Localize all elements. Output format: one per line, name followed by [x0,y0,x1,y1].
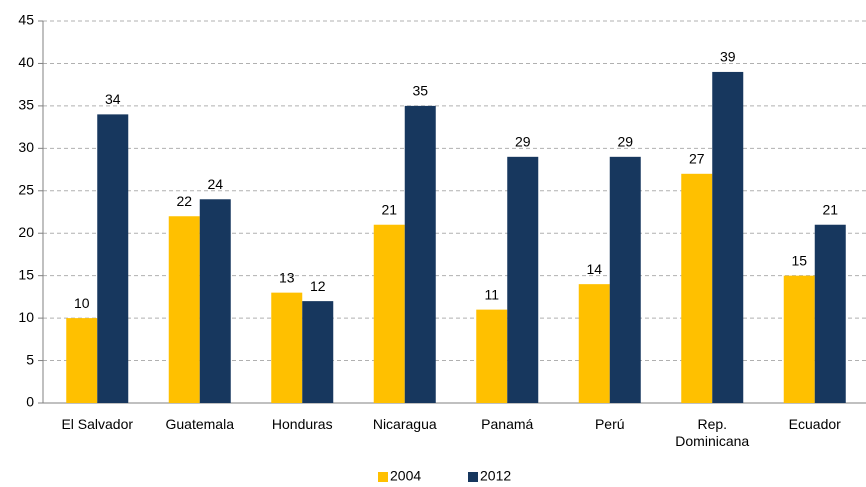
y-tick-label: 20 [18,224,34,240]
y-tick-label: 30 [18,139,34,155]
x-tick-label: Ecuador [788,416,841,432]
data-label: 22 [176,193,192,209]
data-label: 15 [791,252,807,268]
legend-swatch [468,472,478,482]
data-label: 39 [720,49,736,65]
x-tick-label: Panamá [481,416,534,432]
legend-swatch [378,472,388,482]
data-label: 13 [279,269,295,285]
bar [302,301,334,403]
bar [609,156,641,403]
bar [168,216,200,403]
y-tick-label: 45 [18,12,34,28]
legend-label: 2004 [390,468,421,484]
data-label: 21 [381,201,397,217]
data-label: 21 [822,201,838,217]
y-tick-label: 25 [18,181,34,197]
y-tick-label: 0 [26,394,34,410]
data-label: 35 [412,83,428,99]
data-label: 34 [105,91,121,107]
bar [66,318,98,403]
bar [199,199,231,403]
data-label: 12 [310,278,326,294]
bar [712,71,744,403]
x-tick-label: Nicaragua [372,416,437,432]
y-tick-label: 35 [18,97,34,113]
data-label: 10 [74,295,90,311]
bar [97,114,129,403]
bar [404,105,436,403]
y-tick-label: 5 [26,351,34,367]
data-label: 14 [586,261,602,277]
data-label: 29 [617,134,633,150]
bar [373,224,405,403]
bar [578,284,610,403]
bar [681,173,713,403]
y-tick-label: 15 [18,266,34,282]
x-tick-label: Honduras [271,416,333,432]
bar [507,156,539,403]
data-label: 24 [207,176,223,192]
bar [476,309,508,403]
data-label: 11 [484,286,499,302]
y-tick-label: 10 [18,309,34,325]
bar [814,224,846,403]
data-label: 27 [689,151,705,167]
data-label: 29 [515,134,531,150]
legend-label: 2012 [480,468,511,484]
x-tick-label: Rep. Dominicana [675,416,750,449]
x-tick-label: Guatemala [165,416,234,432]
x-tick-label: El Salvador [61,416,134,432]
y-tick-label: 40 [18,54,34,70]
bar [271,292,303,403]
bar [783,275,815,403]
x-tick-label: Perú [594,416,625,432]
